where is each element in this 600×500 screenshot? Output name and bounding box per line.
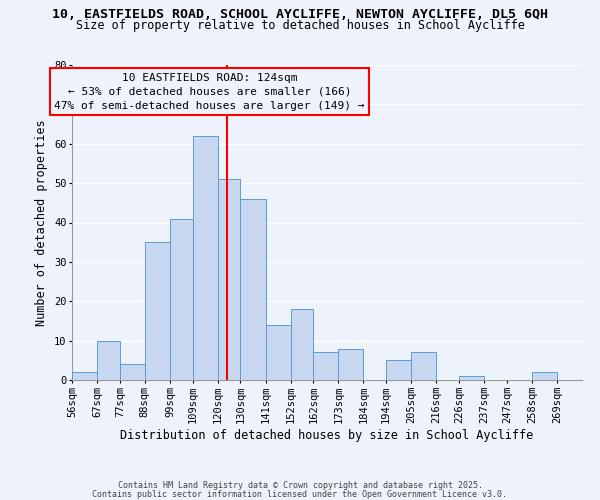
Text: Contains HM Land Registry data © Crown copyright and database right 2025.: Contains HM Land Registry data © Crown c… <box>118 481 482 490</box>
Bar <box>97 340 120 380</box>
Text: 10, EASTFIELDS ROAD, SCHOOL AYCLIFFE, NEWTON AYCLIFFE, DL5 6QH: 10, EASTFIELDS ROAD, SCHOOL AYCLIFFE, NE… <box>52 8 548 20</box>
Bar <box>241 199 266 380</box>
Bar <box>532 372 557 380</box>
Text: Size of property relative to detached houses in School Aycliffe: Size of property relative to detached ho… <box>76 18 524 32</box>
Bar <box>145 242 170 380</box>
Y-axis label: Number of detached properties: Number of detached properties <box>35 119 49 326</box>
Bar <box>313 352 338 380</box>
Bar <box>459 376 484 380</box>
Bar <box>218 179 241 380</box>
Bar <box>266 325 290 380</box>
Text: 10 EASTFIELDS ROAD: 124sqm
← 53% of detached houses are smaller (166)
47% of sem: 10 EASTFIELDS ROAD: 124sqm ← 53% of deta… <box>55 73 365 111</box>
Bar <box>290 309 313 380</box>
Bar <box>386 360 411 380</box>
Bar <box>170 218 193 380</box>
Bar <box>338 348 364 380</box>
Bar <box>120 364 145 380</box>
Bar <box>411 352 436 380</box>
X-axis label: Distribution of detached houses by size in School Aycliffe: Distribution of detached houses by size … <box>121 428 533 442</box>
Bar <box>72 372 97 380</box>
Text: Contains public sector information licensed under the Open Government Licence v3: Contains public sector information licen… <box>92 490 508 499</box>
Bar <box>193 136 218 380</box>
